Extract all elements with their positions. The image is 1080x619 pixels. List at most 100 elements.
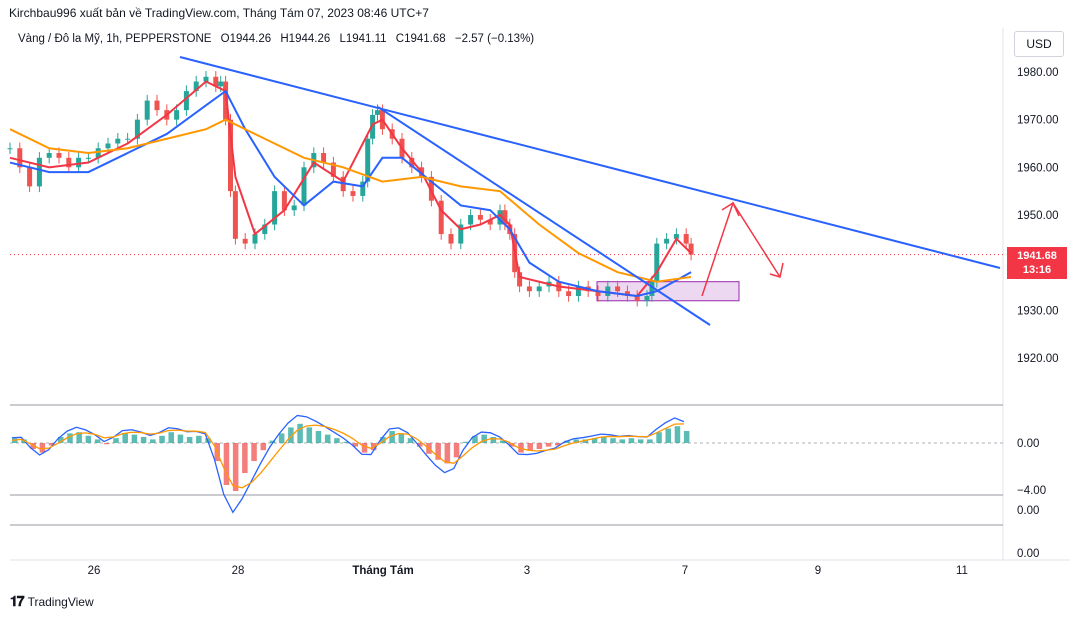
histogram-bar (242, 443, 248, 473)
candle-body (497, 210, 503, 225)
lower-pane-tick-label: 0.00 (1017, 548, 1039, 560)
candle-body (242, 238, 248, 244)
candle-body (365, 138, 371, 182)
histogram-bar (462, 441, 469, 443)
histogram-bar (352, 443, 359, 447)
histogram-bar (545, 443, 552, 447)
candle-body (95, 148, 101, 158)
candle-body (428, 176, 434, 201)
histogram-bar (131, 434, 138, 443)
candle-body (448, 234, 454, 244)
candle-body (458, 224, 464, 244)
price-tick-label: 1930.00 (1017, 305, 1059, 317)
histogram-bar (251, 443, 257, 461)
candle-body (232, 191, 238, 239)
histogram-bar (509, 443, 515, 447)
histogram-bar (168, 432, 174, 443)
oscillator-histogram (12, 423, 690, 491)
histogram-bar (610, 438, 616, 443)
candle-body (27, 167, 33, 187)
candle-body (56, 153, 62, 158)
histogram-bar (472, 435, 478, 443)
histogram-bar (315, 431, 322, 443)
candle-body (193, 81, 199, 92)
candle-body (330, 162, 336, 177)
histogram-bar (159, 435, 165, 443)
histogram-bar (76, 432, 82, 443)
price-tick-label: 1920.00 (1017, 353, 1059, 365)
histogram-bar (177, 434, 184, 443)
brand-name: TradingView (27, 594, 94, 609)
candle-body (664, 238, 670, 244)
candle-body (624, 291, 630, 297)
candle-body (262, 224, 268, 235)
histogram-bar (453, 443, 460, 458)
histogram-bar (288, 427, 294, 443)
candle-body (125, 138, 131, 140)
lower-pane-tick-label: 0.00 (1017, 505, 1039, 517)
histogram-bar (637, 439, 644, 443)
histogram-bar (380, 437, 386, 443)
time-tick-label: 9 (815, 565, 821, 577)
candles-group (7, 71, 694, 307)
candle-body (517, 272, 523, 287)
histogram-bar (278, 433, 285, 443)
candle-body (526, 286, 532, 292)
open-value: O1944.26 (220, 33, 272, 45)
histogram-bar (334, 438, 340, 443)
resistance-trendline (179, 56, 1001, 269)
price-tick-label: 1980.00 (1017, 67, 1059, 79)
histogram-bar (39, 443, 46, 453)
candle-body (154, 100, 160, 111)
currency-button[interactable]: USD (1014, 31, 1064, 57)
candle-body (144, 100, 150, 120)
candle-body (649, 281, 655, 297)
change-value: −2.57 (−0.13%) (454, 33, 535, 45)
candle-body (634, 296, 640, 301)
candle-body (174, 110, 180, 120)
histogram-bar (223, 443, 230, 485)
low-value: L1941.11 (339, 33, 387, 45)
candle-body (595, 291, 601, 297)
histogram-bar (499, 440, 506, 443)
histogram-bar (416, 443, 423, 447)
histogram-bar (150, 439, 156, 443)
candle-body (183, 91, 189, 111)
candle-body (105, 143, 111, 149)
candle-body (575, 286, 581, 297)
time-tick-label: Tháng Tám (352, 565, 413, 577)
oscillator-slow-line (11, 423, 684, 489)
histogram-bar (555, 443, 561, 446)
last-price-value: 1941.68 (1017, 250, 1057, 262)
histogram-bar (196, 435, 202, 443)
candle-body (360, 181, 366, 196)
candle-body (615, 286, 621, 292)
projection-arrowhead-down (769, 262, 784, 278)
histogram-bar (407, 438, 414, 443)
candle-body (291, 205, 297, 211)
oscillator-tick-label: 0.00 (1017, 438, 1039, 450)
high-value: H1944.26 (280, 33, 331, 45)
histogram-bar (113, 438, 119, 443)
candle-body (673, 234, 679, 239)
candle-body (644, 296, 650, 301)
histogram-bar (94, 439, 101, 443)
candle-body (477, 214, 483, 220)
projection-arrowhead-up (721, 201, 740, 217)
price-tick-label: 1950.00 (1017, 210, 1059, 222)
candle-body (223, 81, 229, 120)
symbol-legend[interactable]: Vàng / Đô la Mỹ, 1h, PEPPERSTONE O1944.2… (18, 33, 534, 45)
candle-body (76, 157, 82, 168)
histogram-bar (297, 423, 303, 443)
candle-body (438, 200, 444, 235)
histogram-bar (619, 439, 625, 443)
candle-body (7, 148, 13, 150)
histogram-bar (665, 428, 672, 443)
candle-body (203, 76, 209, 82)
histogram-bar (444, 443, 451, 464)
tradingview-footer[interactable]: 𝟏𝟕 TradingView (10, 593, 94, 610)
time-tick-label: 7 (682, 565, 688, 577)
histogram-bar (398, 433, 405, 443)
candle-body (536, 286, 542, 292)
